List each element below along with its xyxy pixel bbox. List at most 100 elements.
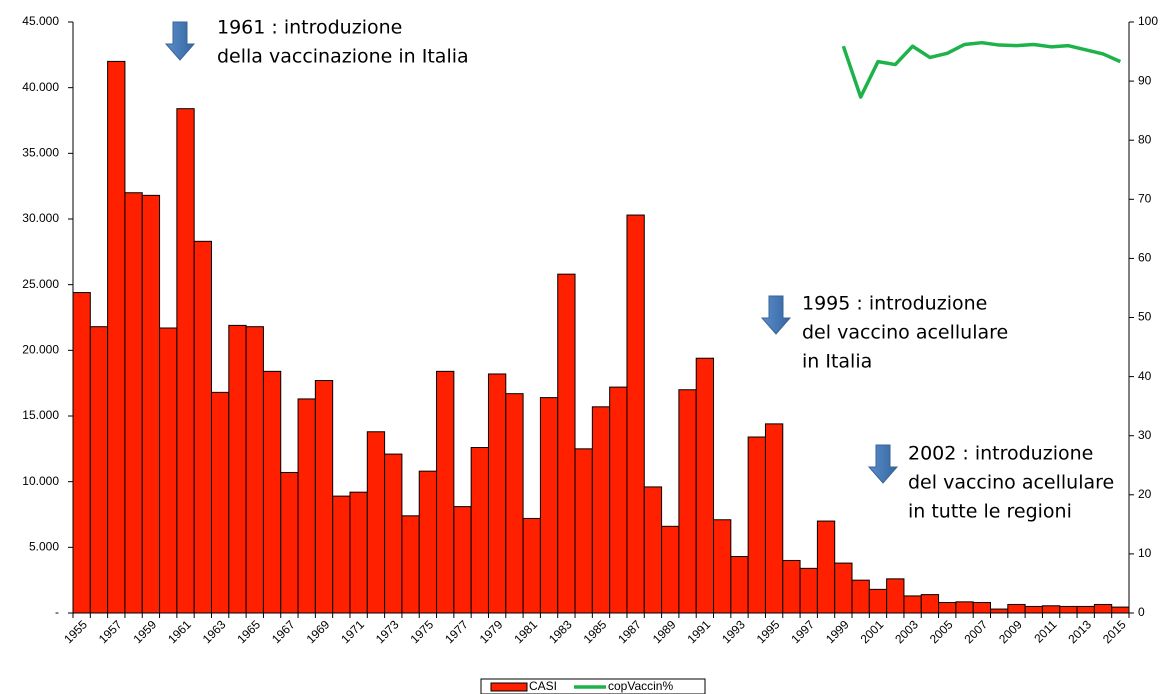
x-tick-label: 2013 <box>1065 617 1094 646</box>
line <box>841 40 1122 99</box>
y2-tick-label: 70 <box>1138 191 1152 205</box>
y-tick-label: 15.000 <box>22 408 59 422</box>
bar <box>297 398 316 614</box>
x-tick-label: 1973 <box>373 617 402 646</box>
x-tick-label: 1999 <box>823 617 852 646</box>
bar <box>228 324 247 614</box>
y-tick-label: 25.000 <box>22 277 59 291</box>
bar <box>661 525 680 614</box>
x-tick-label: 1997 <box>788 617 817 646</box>
y2-tick-label: 20 <box>1138 487 1152 501</box>
x-tick-label: 1981 <box>511 617 540 646</box>
x-tick-label: 1975 <box>407 617 436 646</box>
bar <box>245 326 264 614</box>
bar <box>539 397 559 614</box>
bar <box>505 393 524 614</box>
x-tick-label: 1959 <box>130 617 159 646</box>
legend: CASI copVaccin% <box>480 678 706 694</box>
bar <box>401 515 420 614</box>
x-tick-label: 1985 <box>581 617 610 646</box>
bar <box>1024 605 1043 614</box>
bar <box>1111 606 1130 614</box>
y2-tick-label: 0 <box>1138 605 1145 619</box>
bar <box>886 578 905 614</box>
annotation: 2002 : introduzione <box>908 443 1093 465</box>
bar <box>868 588 888 614</box>
bar <box>1041 605 1061 614</box>
x-tick-label: 1961 <box>165 617 194 646</box>
bar <box>851 579 870 614</box>
y2-tick-label: 30 <box>1138 428 1152 442</box>
x-tick-label: 1955 <box>61 617 90 646</box>
bar <box>678 389 697 614</box>
bar <box>141 194 161 614</box>
bar <box>384 453 403 614</box>
bar <box>1076 605 1095 614</box>
bar <box>972 601 992 614</box>
x-tick-label: 1991 <box>684 617 713 646</box>
bar <box>903 595 922 614</box>
bar <box>938 601 957 614</box>
x-tick-label: 1977 <box>442 617 471 646</box>
y-tick-label: 35.000 <box>22 146 59 160</box>
legend-label: copVaccin% <box>608 679 673 693</box>
bar <box>747 436 766 614</box>
bar <box>626 214 645 614</box>
x-tick-label: 1993 <box>719 617 748 646</box>
bar <box>990 608 1009 614</box>
bar <box>695 357 715 614</box>
x-tick-label: 1989 <box>650 617 679 646</box>
x-tick-label: 1983 <box>546 617 575 646</box>
bar <box>487 373 507 614</box>
bar <box>1007 603 1026 614</box>
bar <box>107 60 126 614</box>
bar <box>262 370 282 614</box>
x-tick-label: 2003 <box>892 617 921 646</box>
bar <box>332 495 351 614</box>
bar <box>193 240 212 614</box>
arrow-icon <box>867 444 899 484</box>
bar <box>643 486 663 614</box>
annotation: del vaccino acellulare <box>908 472 1114 494</box>
annotation: 1995 : introduzione <box>802 293 987 315</box>
annotation: in Italia <box>802 351 872 373</box>
bar <box>574 448 593 614</box>
x-tick-label: 2005 <box>927 617 956 646</box>
x-tick-label: 1987 <box>615 617 644 646</box>
bar <box>436 370 455 614</box>
x-tick-label: 2015 <box>1100 617 1129 646</box>
y2-tick-label: 80 <box>1138 132 1152 146</box>
bar <box>1093 603 1113 614</box>
x-tick-label: 2011 <box>1031 617 1059 645</box>
annotation: del vaccino acellulare <box>802 322 1008 344</box>
bar <box>453 506 472 614</box>
legend-swatch <box>490 682 528 692</box>
y2-tick-label: 40 <box>1138 369 1152 383</box>
x-tick-label: 1971 <box>338 617 367 646</box>
bar <box>210 391 230 614</box>
y-tick-label: 40.000 <box>22 80 59 94</box>
y-tick-label: 10.000 <box>22 474 59 488</box>
arrow-icon <box>760 295 792 335</box>
y2-tick-label: 90 <box>1138 73 1152 87</box>
x-tick-label: 1957 <box>96 617 125 646</box>
bar <box>1059 605 1078 614</box>
bar <box>314 380 334 614</box>
x-tick-label: 2009 <box>996 617 1025 646</box>
x-tick-label: 1979 <box>477 617 506 646</box>
bar <box>280 471 299 614</box>
x-tick-label: 2007 <box>961 617 990 646</box>
bar <box>713 519 732 614</box>
bar <box>730 556 749 614</box>
bar <box>124 192 143 614</box>
bar <box>834 562 853 614</box>
bar <box>591 406 611 614</box>
bar <box>609 386 628 614</box>
bar <box>89 326 109 614</box>
x-tick-label: 1967 <box>269 617 298 646</box>
y-tick-label: 20.000 <box>22 343 59 357</box>
y2-tick-label: 10 <box>1138 546 1152 560</box>
bar <box>955 601 974 614</box>
y-tick-label: 5.000 <box>29 540 59 554</box>
bar <box>522 517 541 614</box>
